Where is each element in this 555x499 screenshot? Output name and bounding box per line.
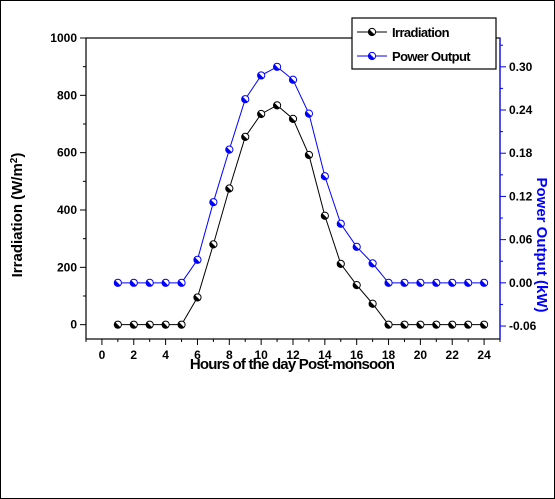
point-power-output <box>432 278 441 287</box>
point-irradiation <box>209 240 218 249</box>
point-irradiation <box>177 320 186 329</box>
x-tick-label: 4 <box>162 348 169 362</box>
x-tick-label: 18 <box>382 348 396 362</box>
y2-tick-label: 0.00 <box>509 276 533 290</box>
point-irradiation <box>368 299 377 308</box>
point-irradiation <box>479 320 489 329</box>
legend-marker-power-output <box>367 51 377 61</box>
y-tick-label: 200 <box>57 260 77 274</box>
point-power-output <box>384 278 393 287</box>
point-irradiation <box>416 320 425 329</box>
point-irradiation <box>448 320 457 329</box>
y2-tick-label: -0.06 <box>509 319 537 333</box>
series-line-irradiation <box>117 104 485 326</box>
point-irradiation <box>352 281 361 290</box>
point-power-output <box>448 278 457 287</box>
y2-tick-label: 0.24 <box>509 103 533 117</box>
legend-label-power-output: Power Output <box>392 49 471 64</box>
y2-tick-label: 0.06 <box>509 233 533 247</box>
point-power-output <box>479 278 489 287</box>
x-tick-label: 22 <box>446 348 460 362</box>
point-irradiation <box>272 101 282 110</box>
point-irradiation <box>241 132 250 141</box>
point-irradiation <box>400 320 409 329</box>
y2-tick-label: 0.12 <box>509 189 533 203</box>
point-irradiation <box>225 184 234 193</box>
point-power-output <box>177 278 186 287</box>
point-power-output <box>209 198 218 207</box>
point-power-output <box>288 75 298 84</box>
x-tick-label: 0 <box>99 348 106 362</box>
point-power-output <box>193 255 202 264</box>
point-irradiation <box>432 320 441 329</box>
x-tick-label: 2 <box>130 348 137 362</box>
x-tick-label: 12 <box>286 348 300 362</box>
point-power-output <box>464 278 473 287</box>
point-irradiation <box>336 259 345 268</box>
y2-tick-label: 0.18 <box>509 146 533 160</box>
x-tick-label: 16 <box>350 348 364 362</box>
point-irradiation <box>384 320 393 329</box>
point-power-output <box>272 62 282 71</box>
y-axis-title: Irradiation (W/m2) <box>9 153 26 278</box>
y-tick-label: 400 <box>57 203 77 217</box>
point-power-output <box>161 278 170 287</box>
series-line-power-output <box>117 66 485 284</box>
legend: Irradiation Power Output <box>351 17 497 70</box>
point-power-output <box>225 145 234 154</box>
point-power-output <box>304 109 314 118</box>
legend-entry-power-output: Power Output <box>357 49 472 64</box>
legend-marker-dot-power-output <box>367 51 377 61</box>
point-power-output <box>129 278 138 287</box>
legend-label-irradiation: Irradiation <box>392 25 450 40</box>
point-power-output <box>145 278 154 287</box>
x-axis-title: Hours of the day Post-monsoon <box>190 356 395 373</box>
x-tick-label: 14 <box>318 348 332 362</box>
x-tick-label: 24 <box>477 348 491 362</box>
legend-marker-irradiation <box>367 27 377 37</box>
point-power-output <box>416 278 425 287</box>
legend-box <box>351 17 497 70</box>
y-tick-label: 600 <box>57 146 77 160</box>
legend-entry-irradiation: Irradiation <box>357 25 450 40</box>
x-tick-label: 6 <box>194 348 201 362</box>
point-power-output <box>113 278 122 287</box>
point-irradiation <box>257 109 266 119</box>
point-irradiation <box>161 320 170 329</box>
legend-marker-dot-irradiation <box>367 27 377 37</box>
point-irradiation <box>193 293 202 302</box>
series-layer <box>113 62 489 329</box>
point-power-output <box>368 259 377 268</box>
y2-axis-title: Power Output (kW) <box>533 178 550 313</box>
y-tick-label: 1000 <box>50 31 77 45</box>
point-irradiation <box>145 320 154 329</box>
point-irradiation <box>129 320 138 329</box>
y-ticks: 0 200 400 600 800 1000 <box>50 31 86 332</box>
point-power-output <box>400 278 409 287</box>
point-power-output <box>257 71 266 80</box>
y2-tick-label: 0.30 <box>509 60 533 74</box>
point-irradiation <box>320 211 329 220</box>
x-tick-label: 8 <box>226 348 233 362</box>
x-tick-label: 20 <box>414 348 428 362</box>
point-power-output <box>336 219 345 228</box>
point-irradiation <box>288 114 298 123</box>
x-tick-label: 10 <box>254 348 268 362</box>
y-tick-label: 0 <box>70 318 77 332</box>
y-tick-label: 800 <box>57 88 77 102</box>
point-irradiation <box>464 320 473 329</box>
point-power-output <box>352 242 361 251</box>
x-ticks: 0 2 4 6 8 10 12 14 16 18 20 22 24 <box>85 339 501 362</box>
point-power-output <box>320 172 329 181</box>
point-irradiation <box>304 150 314 160</box>
point-power-output <box>241 95 250 104</box>
y2-ticks: -0.06 0.00 0.06 0.12 0.18 0.24 0.30 <box>500 44 537 333</box>
point-irradiation <box>113 320 122 329</box>
